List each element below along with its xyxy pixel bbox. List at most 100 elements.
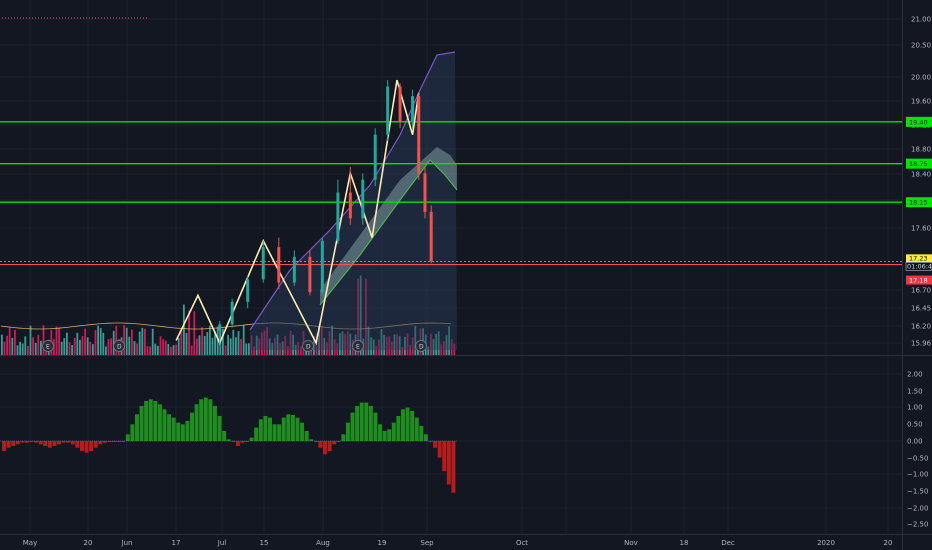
volume-bar: [40, 340, 42, 355]
volume-bar: [97, 325, 99, 355]
histogram-bar: [139, 405, 144, 441]
candle-body: [398, 86, 402, 122]
volume-bar: [172, 345, 175, 355]
price-tick-label: 18.80: [911, 146, 931, 154]
histogram-bar: [428, 441, 433, 442]
histogram-bar: [38, 441, 43, 445]
histogram-bar: [226, 439, 231, 441]
volume-bar: [229, 338, 232, 355]
histogram-bar: [355, 405, 360, 441]
histogram-bar: [350, 412, 355, 441]
histogram-bar: [249, 437, 254, 441]
countdown-tag-label: 01:06:48: [907, 262, 932, 270]
histogram-bar: [231, 441, 236, 442]
histogram-bar: [6, 441, 11, 448]
osc-tick-label: 1.00: [907, 404, 923, 412]
level-tag-box: [906, 158, 932, 169]
osc-tick-label: 1.50: [907, 388, 923, 396]
histogram-bar: [47, 441, 52, 448]
volume-bar: [185, 332, 188, 355]
level-tag-label: 18.75: [909, 160, 928, 168]
volume-bar: [170, 346, 172, 355]
histogram-bar: [368, 405, 373, 441]
event-marker: [42, 340, 54, 352]
current-price-tag-box: [906, 254, 932, 263]
event-marker: [113, 340, 125, 352]
histogram-bar: [267, 417, 272, 441]
volume-bar: [222, 328, 224, 355]
current-price-tag-label: 17.23: [909, 254, 928, 262]
volume-bar: [401, 346, 404, 355]
histogram-bar: [396, 415, 401, 441]
volume-bar: [105, 346, 107, 355]
histogram-bar: [98, 441, 103, 445]
volume-bar: [99, 328, 102, 355]
volume-bar: [206, 332, 209, 355]
histogram-bar: [451, 441, 456, 493]
histogram-bar: [57, 441, 62, 445]
price-tick-label: 17.60: [911, 225, 931, 233]
volume-bar: [149, 346, 151, 355]
horizontal-levels[interactable]: [0, 121, 902, 266]
candle-body: [246, 279, 250, 302]
histogram-bar: [167, 414, 172, 441]
volume-bar: [242, 325, 245, 355]
volume-bar: [409, 345, 411, 355]
volume-bar: [34, 342, 37, 355]
osc-tick-label: −0.50: [907, 455, 928, 463]
histogram-bar: [345, 422, 350, 441]
volume-bar: [1, 334, 3, 355]
last-price-tag-box: [906, 275, 932, 285]
volume-bar: [32, 337, 34, 355]
time-tick-label: 15: [260, 539, 269, 547]
volume-bar: [19, 341, 21, 355]
candle-body: [423, 173, 427, 212]
event-marker-label: E: [356, 344, 360, 351]
volume-bar: [53, 339, 55, 355]
histogram-bar: [66, 441, 71, 443]
histogram-bar: [43, 441, 48, 447]
envelope-area: [250, 52, 457, 350]
volume-bar: [58, 327, 60, 355]
event-marker: [415, 340, 427, 352]
event-marker: [352, 340, 364, 352]
volume-bar: [198, 335, 201, 355]
volume-bar: [110, 338, 112, 355]
volume-bar: [175, 344, 177, 355]
volume-bar: [427, 346, 430, 355]
time-tick-label: 18: [680, 539, 689, 547]
osc-tick-label: 0.50: [907, 421, 923, 429]
histogram-bar: [171, 417, 176, 441]
volume-bar: [253, 346, 255, 355]
histogram-bar: [61, 441, 66, 443]
histogram-bar: [203, 397, 208, 441]
volume-bar: [107, 339, 110, 355]
volume-bar: [79, 339, 81, 355]
histogram-bar: [277, 424, 282, 441]
volume-bar: [227, 334, 229, 355]
volume-bar: [188, 310, 190, 355]
histogram-bar: [258, 419, 263, 441]
inner-band: [320, 147, 457, 305]
histogram-bar: [199, 399, 204, 441]
histogram-bar: [34, 441, 39, 443]
price-tick-label: 16.20: [911, 323, 931, 331]
histogram-bar: [400, 409, 405, 441]
volume-bar: [177, 337, 180, 355]
histogram-bar: [89, 441, 94, 452]
histogram-bar: [24, 441, 29, 443]
volume-bar: [237, 331, 240, 355]
histogram-bar: [414, 417, 419, 441]
zigzag-line: [175, 79, 420, 346]
histogram-bar: [359, 402, 364, 441]
event-marker: [302, 340, 314, 352]
volume-bar: [81, 336, 84, 355]
volume-bar: [37, 334, 40, 355]
candle-body: [320, 240, 324, 293]
candle-body: [230, 301, 234, 325]
volume-bar: [42, 325, 45, 355]
